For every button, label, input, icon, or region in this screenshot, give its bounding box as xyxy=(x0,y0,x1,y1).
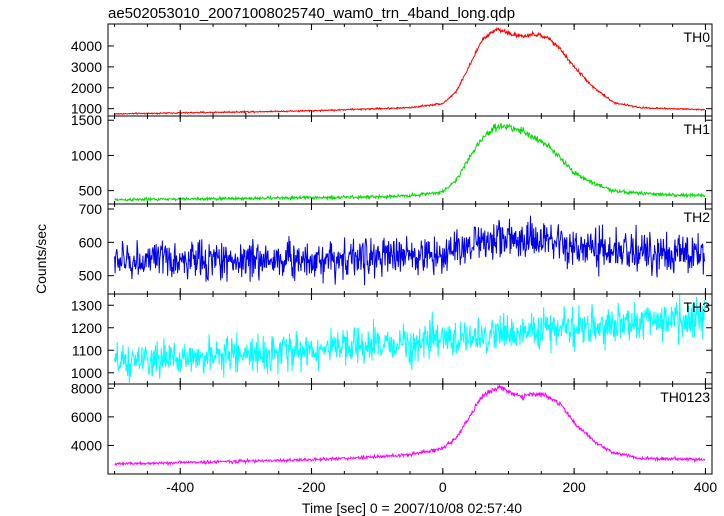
series-line-th0 xyxy=(114,26,706,116)
y-tick-label: 1000 xyxy=(71,101,102,117)
y-tick-label: 2000 xyxy=(71,80,102,96)
y-tick-label: 600 xyxy=(79,234,103,250)
panel-frame-th0 xyxy=(107,23,713,117)
x-tick-label: -400 xyxy=(166,479,194,495)
y-tick-label: 700 xyxy=(79,201,103,217)
panel-frame-th0123 xyxy=(107,383,713,475)
y-tick-label: 4000 xyxy=(71,38,102,54)
panel-label-th0: TH0 xyxy=(684,29,711,45)
panel-label-th1: TH1 xyxy=(684,121,711,137)
y-tick-label: 1500 xyxy=(71,112,102,128)
panel-frame-th1 xyxy=(107,115,713,205)
y-tick-label: 1300 xyxy=(71,297,102,313)
y-tick-label: 500 xyxy=(79,183,103,199)
x-tick-label: 400 xyxy=(694,479,718,495)
y-tick-label: 500 xyxy=(79,268,103,284)
panel-label-th3: TH3 xyxy=(684,299,711,315)
panels-group: 1000200030004000TH050010001500TH15006007… xyxy=(71,23,718,495)
y-tick-label: 1000 xyxy=(71,365,102,381)
panel-label-th0123: TH0123 xyxy=(660,389,710,405)
y-axis-label: Counts/sec xyxy=(33,224,49,294)
series-line-th2 xyxy=(114,215,706,286)
x-tick-label: 0 xyxy=(439,479,447,495)
chart-title: ae502053010_20071008025740_wam0_trn_4ban… xyxy=(108,5,515,22)
x-axis-label: Time [sec] 0 = 2007/10/08 02:57:40 xyxy=(302,500,522,516)
y-tick-label: 4000 xyxy=(71,437,102,453)
y-tick-label: 1200 xyxy=(71,320,102,336)
panel-frame-th3 xyxy=(107,293,713,385)
x-tick-label: -200 xyxy=(298,479,326,495)
panel-label-th2: TH2 xyxy=(684,209,711,225)
x-tick-label: 200 xyxy=(562,479,586,495)
y-tick-label: 8000 xyxy=(71,380,102,396)
y-tick-label: 6000 xyxy=(71,409,102,425)
series-line-th1 xyxy=(114,123,706,203)
y-tick-label: 3000 xyxy=(71,59,102,75)
series-line-th0123 xyxy=(114,384,706,467)
series-line-th3 xyxy=(114,294,706,383)
y-tick-label: 1000 xyxy=(71,147,102,163)
y-tick-label: 1100 xyxy=(72,342,102,358)
